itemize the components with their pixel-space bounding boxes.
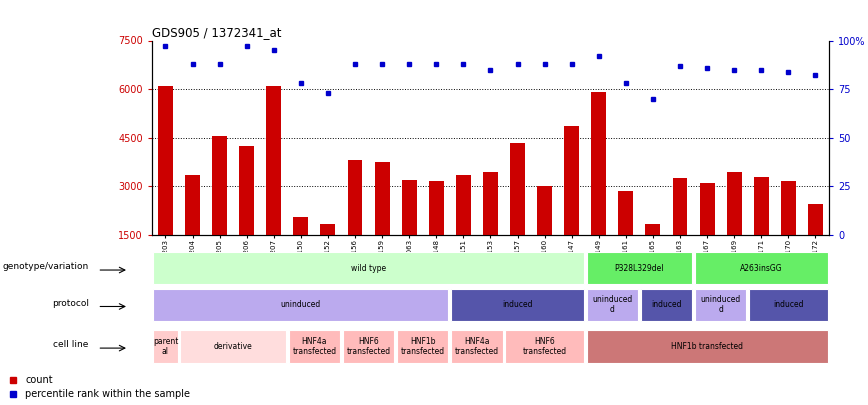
Bar — [587, 289, 638, 321]
Text: HNF4a
transfected: HNF4a transfected — [455, 337, 499, 356]
Bar — [320, 224, 335, 235]
Bar — [591, 92, 606, 235]
Bar — [429, 181, 444, 235]
Text: count: count — [25, 375, 53, 385]
Bar — [293, 217, 308, 235]
Bar — [397, 330, 449, 363]
Text: protocol: protocol — [52, 298, 89, 307]
Text: HNF1b
transfected: HNF1b transfected — [401, 337, 444, 356]
Text: HNF1b transfected: HNF1b transfected — [671, 342, 743, 351]
Text: GDS905 / 1372341_at: GDS905 / 1372341_at — [152, 26, 281, 39]
Bar — [749, 289, 827, 321]
Bar — [587, 252, 692, 284]
Bar — [537, 186, 552, 235]
Bar — [456, 175, 470, 235]
Bar — [727, 172, 741, 235]
Bar — [347, 160, 363, 235]
Bar — [158, 86, 173, 235]
Bar — [641, 289, 692, 321]
Bar — [646, 224, 661, 235]
Bar — [781, 181, 796, 235]
Bar — [266, 86, 281, 235]
Text: A263insGG: A263insGG — [740, 264, 783, 273]
Bar — [695, 289, 746, 321]
Bar — [451, 289, 584, 321]
Text: wild type: wild type — [351, 264, 386, 273]
Text: parent
al: parent al — [153, 337, 178, 356]
Bar — [289, 330, 340, 363]
Bar — [695, 252, 827, 284]
Text: percentile rank within the sample: percentile rank within the sample — [25, 389, 190, 399]
Bar — [154, 252, 584, 284]
Bar — [212, 136, 227, 235]
Text: induced: induced — [503, 300, 533, 309]
Bar — [505, 330, 584, 363]
Bar — [451, 330, 503, 363]
Bar — [154, 330, 178, 363]
Bar — [343, 330, 394, 363]
Bar — [618, 191, 634, 235]
Text: derivative: derivative — [214, 342, 253, 351]
Bar — [587, 330, 827, 363]
Bar — [564, 126, 579, 235]
Text: HNF6
transfected: HNF6 transfected — [346, 337, 391, 356]
Text: genotype/variation: genotype/variation — [3, 262, 89, 271]
Text: HNF6
transfected: HNF6 transfected — [523, 337, 567, 356]
Bar — [753, 177, 769, 235]
Text: induced: induced — [773, 300, 804, 309]
Bar — [402, 180, 417, 235]
Text: uninduced
d: uninduced d — [592, 295, 633, 314]
Bar — [375, 162, 390, 235]
Bar — [510, 143, 525, 235]
Text: HNF4a
transfected: HNF4a transfected — [293, 337, 337, 356]
Text: induced: induced — [651, 300, 681, 309]
Bar — [483, 172, 498, 235]
Bar — [700, 183, 714, 235]
Bar — [181, 330, 286, 363]
Text: P328L329del: P328L329del — [615, 264, 664, 273]
Bar — [808, 204, 823, 235]
Bar — [673, 178, 687, 235]
Bar — [185, 175, 200, 235]
Text: uninduced
d: uninduced d — [700, 295, 740, 314]
Bar — [240, 146, 254, 235]
Text: cell line: cell line — [54, 340, 89, 349]
Text: uninduced: uninduced — [280, 300, 321, 309]
Bar — [154, 289, 449, 321]
